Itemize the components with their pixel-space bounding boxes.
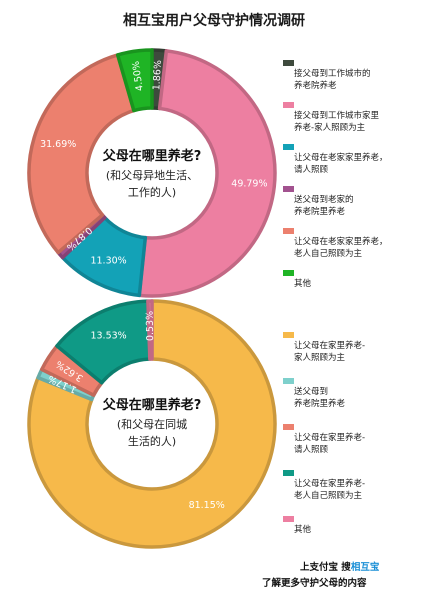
legend-swatch [283, 186, 294, 192]
slice-label-4: 31.69% [40, 139, 76, 150]
legend-swatch [283, 424, 294, 430]
footer-line-2: 了解更多守护父母的内容 [262, 578, 367, 589]
legend-label: 接父母到工作城市的 养老院养老 [294, 69, 371, 91]
legend-swatch [283, 228, 294, 234]
center-subtitle-line2: 工作的人) [128, 185, 176, 199]
legend-swatch [283, 144, 294, 150]
slice-label-0: 1.86% [151, 60, 164, 91]
center-subtitle-line1: (和父母异地生活、 [106, 168, 198, 182]
legend-swatch [283, 102, 294, 108]
donut-chart-remote: 1.86%49.79%11.30%0.87%31.69%4.50% 父母在哪里养… [27, 48, 277, 298]
footer-prefix: 上支付宝 搜 [300, 562, 351, 573]
legend-label: 让父母在家里养老- 老人自己照顾为主 [294, 479, 366, 501]
page-title: 相互宝用户父母守护情况调研 [123, 13, 305, 29]
slice-label-2: 11.30% [90, 255, 126, 266]
slice-5 [115, 48, 154, 113]
legend-swatch [283, 516, 294, 522]
donut-chart-samecity: 81.15%1.17%3.62%13.53% 0.53% 父母在哪里养老? (和父… [27, 299, 277, 549]
legend-label: 让父母在家里养老- 请人照顾 [294, 433, 366, 455]
center-question: 父母在哪里养老? [102, 397, 202, 413]
slice-label-0: 81.15% [189, 500, 225, 511]
legend-label: 接父母到工作城市家里 养老-家人照顾为主 [294, 111, 380, 133]
legend-swatch [283, 60, 294, 66]
legend-label: 让父母在老家家里养老， 老人自己照顾为主 [294, 237, 388, 259]
center-subtitle-line1: (和父母在同城 [117, 418, 187, 431]
legend-label: 让父母在老家家里养老， 请人照顾 [294, 153, 388, 175]
legend-label: 送父母到 养老院里养老 [294, 387, 346, 409]
center-question: 父母在哪里养老? [102, 148, 202, 164]
slice-label-5: 4.50% [131, 60, 146, 91]
legend-swatch [283, 470, 294, 476]
footer-line-1: 上支付宝 搜相互宝 [300, 559, 379, 573]
slice-4 [27, 53, 136, 255]
slice-0 [27, 299, 277, 549]
legend-swatch [283, 378, 294, 384]
slice-label-1: 49.79% [231, 178, 267, 189]
legend-label: 送父母到老家的 养老院里养老 [294, 195, 354, 217]
legend-swatch [283, 270, 294, 276]
legend-label: 其他 [294, 279, 312, 289]
legend-label: 让父母在家里养老- 家人照顾为主 [294, 341, 366, 363]
slice-label-3: 13.53% [90, 331, 126, 342]
slice-label-4: 0.53% [145, 311, 157, 341]
slice-4 [146, 299, 154, 361]
footer-brand: 相互宝 [350, 562, 380, 573]
center-subtitle-line2: 生活的人) [128, 434, 176, 448]
legend-label: 其他 [294, 525, 312, 535]
legend-swatch [283, 332, 294, 338]
slice-1 [137, 49, 277, 298]
